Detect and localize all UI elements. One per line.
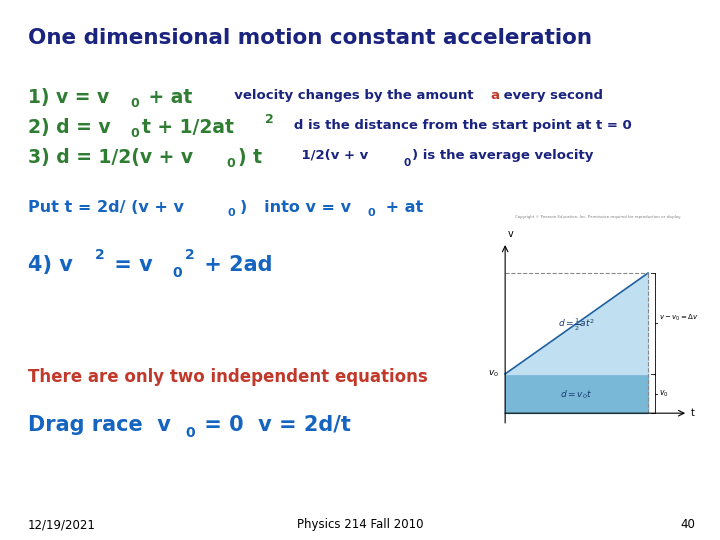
Text: ) is the average velocity: ) is the average velocity xyxy=(412,149,593,162)
Text: There are only two independent equations: There are only two independent equations xyxy=(28,368,428,386)
Text: + at: + at xyxy=(142,88,192,107)
Text: $v_0$: $v_0$ xyxy=(660,388,669,399)
Text: + 2ad: + 2ad xyxy=(197,255,272,275)
Text: + at: + at xyxy=(380,200,423,215)
Text: 0: 0 xyxy=(368,208,376,218)
Text: 0: 0 xyxy=(130,97,139,110)
Text: v: v xyxy=(508,230,514,239)
Text: 0: 0 xyxy=(226,157,235,170)
Text: 2: 2 xyxy=(185,248,194,262)
Text: 0: 0 xyxy=(403,158,410,168)
Text: 40: 40 xyxy=(680,518,695,531)
Text: $d=\frac{1}{2}at^2$: $d=\frac{1}{2}at^2$ xyxy=(558,316,595,333)
Text: )   into v = v: ) into v = v xyxy=(240,200,351,215)
Text: Physics 214 Fall 2010: Physics 214 Fall 2010 xyxy=(297,518,423,531)
Text: One dimensional motion constant acceleration: One dimensional motion constant accelera… xyxy=(28,28,592,48)
Text: 2) d = v: 2) d = v xyxy=(28,118,111,137)
Text: d is the distance from the start point at t = 0: d is the distance from the start point a… xyxy=(280,119,631,132)
Text: 2: 2 xyxy=(265,113,274,126)
Text: ) t: ) t xyxy=(238,148,262,167)
Text: t + 1/2at: t + 1/2at xyxy=(142,118,234,137)
Text: 1/2(v + v: 1/2(v + v xyxy=(283,149,368,162)
Text: $v_0$: $v_0$ xyxy=(488,369,500,379)
Text: 0: 0 xyxy=(130,127,139,140)
Text: $d=v_0 t$: $d=v_0 t$ xyxy=(560,389,593,401)
Text: t: t xyxy=(691,408,695,418)
Text: Copyright © Pearson Education, Inc. Permission required for reproduction or disp: Copyright © Pearson Education, Inc. Perm… xyxy=(515,215,681,219)
Text: Drag race  v: Drag race v xyxy=(28,415,171,435)
Text: every second: every second xyxy=(499,89,603,102)
Text: 0: 0 xyxy=(172,266,181,280)
Text: a: a xyxy=(490,89,499,102)
Text: 12/19/2021: 12/19/2021 xyxy=(28,518,96,531)
Text: 2: 2 xyxy=(95,248,104,262)
Text: = v: = v xyxy=(107,255,153,275)
Text: velocity changes by the amount: velocity changes by the amount xyxy=(225,89,478,102)
Text: 4) v: 4) v xyxy=(28,255,73,275)
Text: 0: 0 xyxy=(228,208,235,218)
Text: 3) d = 1/2(v + v: 3) d = 1/2(v + v xyxy=(28,148,193,167)
Text: Put t = 2d/ (v + v: Put t = 2d/ (v + v xyxy=(28,200,184,215)
Text: 1) v = v: 1) v = v xyxy=(28,88,109,107)
Text: = 0  v = 2d/t: = 0 v = 2d/t xyxy=(197,415,351,435)
Text: $v-v_0=\Delta v$: $v-v_0=\Delta v$ xyxy=(660,313,699,323)
Text: 0: 0 xyxy=(185,426,194,440)
